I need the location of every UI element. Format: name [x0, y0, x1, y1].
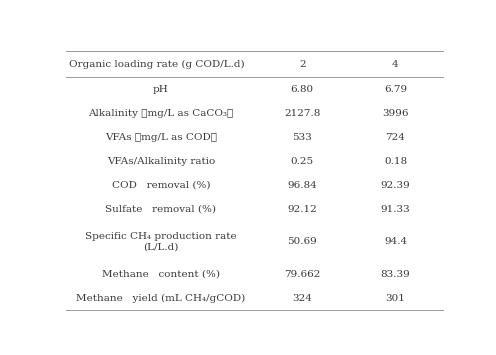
Text: 79.662: 79.662	[284, 270, 320, 279]
Text: VFAs/Alkalinity ratio: VFAs/Alkalinity ratio	[107, 157, 215, 166]
Text: 91.33: 91.33	[380, 205, 410, 214]
Text: 92.12: 92.12	[287, 205, 317, 214]
Text: COD   removal (%): COD removal (%)	[112, 181, 210, 190]
Text: 2: 2	[299, 60, 306, 69]
Text: 50.69: 50.69	[287, 237, 317, 246]
Text: 2127.8: 2127.8	[284, 109, 320, 118]
Text: 83.39: 83.39	[380, 270, 410, 279]
Text: 94.4: 94.4	[384, 237, 407, 246]
Text: 4: 4	[392, 60, 399, 69]
Text: 0.25: 0.25	[291, 157, 314, 166]
Text: 724: 724	[385, 133, 405, 142]
Text: 92.39: 92.39	[380, 181, 410, 190]
Text: Organic loading rate (g COD/L.d): Organic loading rate (g COD/L.d)	[69, 60, 245, 69]
Text: 533: 533	[292, 133, 312, 142]
Text: 6.79: 6.79	[384, 85, 407, 94]
Text: pH: pH	[153, 85, 169, 94]
Text: 0.18: 0.18	[384, 157, 407, 166]
Text: Methane   yield (mL CH₄/gCOD): Methane yield (mL CH₄/gCOD)	[76, 294, 246, 303]
Text: 3996: 3996	[382, 109, 409, 118]
Text: Sulfate   removal (%): Sulfate removal (%)	[106, 205, 216, 214]
Text: Specific CH₄ production rate
(L/L.d): Specific CH₄ production rate (L/L.d)	[85, 232, 237, 252]
Text: Methane   content (%): Methane content (%)	[102, 270, 220, 279]
Text: 301: 301	[385, 294, 405, 303]
Text: 96.84: 96.84	[287, 181, 317, 190]
Text: 324: 324	[292, 294, 312, 303]
Text: 6.80: 6.80	[291, 85, 314, 94]
Text: Alkalinity （mg/L as CaCO₃）: Alkalinity （mg/L as CaCO₃）	[88, 109, 234, 118]
Text: VFAs （mg/L as COD）: VFAs （mg/L as COD）	[105, 133, 217, 142]
